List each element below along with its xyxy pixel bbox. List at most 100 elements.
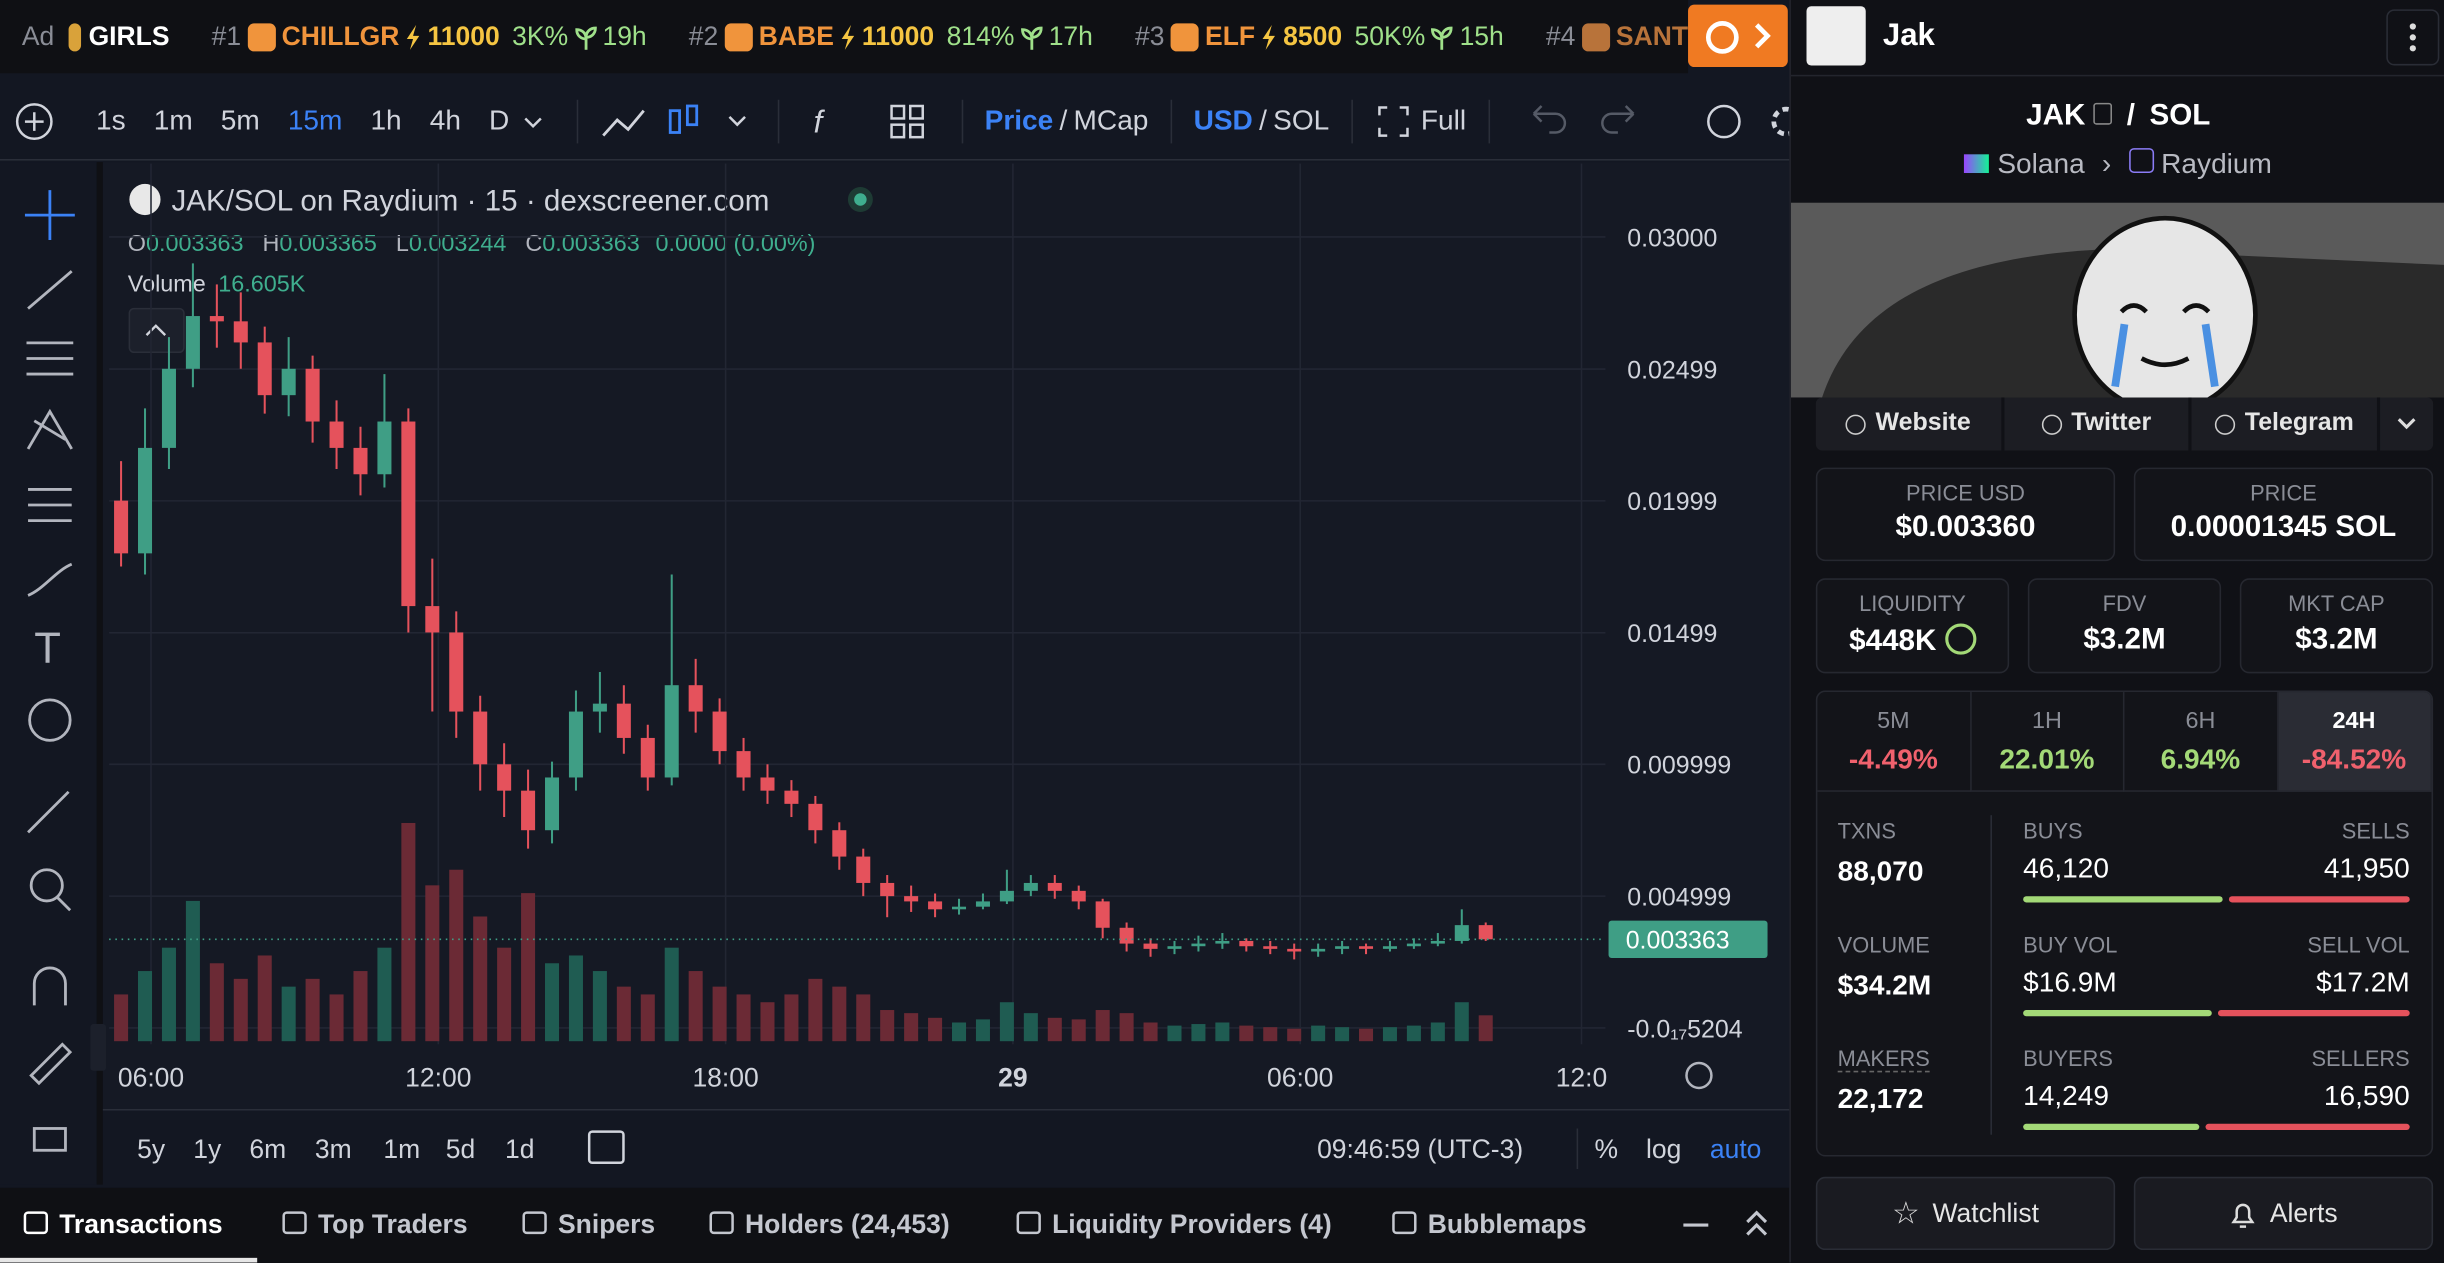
- watchlist-button[interactable]: ☆ Watchlist: [1815, 1176, 2116, 1251]
- x-tick-label: 18:00: [692, 1062, 758, 1092]
- rect: [889, 103, 905, 119]
- interval-button[interactable]: D: [489, 104, 510, 136]
- collapse-tools[interactable]: [90, 1024, 106, 1071]
- range-button[interactable]: 1y: [193, 1134, 222, 1164]
- chain[interactable]: Solana: [1997, 148, 2085, 180]
- price-toggle[interactable]: Price: [984, 104, 1054, 136]
- volume-bar: [1239, 1025, 1254, 1042]
- tab[interactable]: Top Traders: [318, 1209, 468, 1239]
- date-picker[interactable]: [587, 1130, 625, 1165]
- clock: 09:46:59 (UTC-3): [1317, 1134, 1523, 1164]
- x-tick-label: 06:00: [1267, 1062, 1333, 1092]
- period-label: 5M: [1877, 707, 1910, 735]
- link-label: Website: [1875, 409, 1971, 437]
- volume-bar: [473, 916, 488, 1042]
- indicator-icons[interactable]: f: [800, 97, 939, 144]
- period-tab[interactable]: 1H 22.01%: [1970, 692, 2125, 792]
- tab[interactable]: Snipers: [558, 1209, 655, 1239]
- stat-label: BUYERS: [2023, 1045, 2113, 1071]
- log-toggle[interactable]: log: [1646, 1134, 1681, 1164]
- stat-value: $16.9M: [2023, 966, 2117, 998]
- interval-button[interactable]: 1m: [153, 104, 193, 136]
- quote-token: SOL: [2149, 99, 2211, 133]
- star-icon: ☆: [1892, 1197, 1920, 1232]
- add-indicator[interactable]: [0, 97, 68, 144]
- volume-bar: [521, 893, 536, 1042]
- usd-toggle[interactable]: USD: [1193, 104, 1253, 136]
- period-tab[interactable]: 24H -84.52%: [2278, 692, 2432, 792]
- range-button[interactable]: 1d: [505, 1134, 534, 1164]
- mcap-toggle[interactable]: MCap: [1073, 104, 1149, 136]
- drawing-tools[interactable]: T: [24, 190, 75, 1152]
- panel-controls[interactable]: [1683, 1210, 1768, 1236]
- auto-toggle[interactable]: auto: [1710, 1134, 1762, 1164]
- path: [2111, 323, 2219, 388]
- ticker-item[interactable]: #4 SANT: [1546, 21, 1688, 52]
- link-icon: [2215, 413, 2236, 435]
- ad-name[interactable]: GIRLS: [88, 21, 170, 51]
- candle-body: [1239, 940, 1254, 947]
- interval-button[interactable]: 15m: [287, 104, 343, 136]
- stat-value: 14,249: [2023, 1080, 2109, 1112]
- range-button[interactable]: 6m: [249, 1134, 286, 1164]
- interval-dropdown[interactable]: [509, 105, 555, 136]
- ticker-item[interactable]: #1 CHILLGR 11000 3K% 19h: [212, 21, 647, 52]
- volume-bar: [185, 900, 200, 1042]
- chart-marks: 06:00 12:00 18:00 29 06:00 12:0 0.03000 0.02499…: [109, 163, 1768, 1092]
- legend-value: 0.003363: [146, 230, 244, 256]
- sol-toggle[interactable]: SOL: [1273, 104, 1330, 136]
- period-tab[interactable]: 6H 6.94%: [2124, 692, 2279, 792]
- period-tab[interactable]: 5M -4.49%: [1817, 692, 1971, 792]
- axis-settings[interactable]: [1685, 1061, 1713, 1090]
- menu-button[interactable]: [2386, 9, 2440, 66]
- interval-button[interactable]: 4h: [429, 104, 461, 136]
- range-button[interactable]: 5d: [446, 1134, 475, 1164]
- ticker-item[interactable]: #2 BABE 11000 814% 17h: [689, 21, 1093, 52]
- undo-redo-icons[interactable]: [1511, 97, 1790, 144]
- card-label: LIQUIDITY: [1859, 590, 1966, 616]
- stat-value: $17.2M: [2316, 966, 2410, 998]
- links-dropdown[interactable]: [2380, 397, 2433, 450]
- link-icon: [2041, 413, 2062, 435]
- candle-body: [114, 500, 129, 554]
- range-button[interactable]: 5y: [137, 1134, 166, 1164]
- tab[interactable]: Liquidity Providers (4): [1052, 1209, 1332, 1239]
- trending-button[interactable]: [1688, 4, 1788, 68]
- tab[interactable]: Transactions: [59, 1209, 222, 1239]
- rect: [686, 103, 699, 126]
- plot-background: [102, 162, 1790, 1110]
- tab-icon: [1016, 1211, 1041, 1235]
- dex[interactable]: Raydium: [2161, 148, 2272, 180]
- link-button[interactable]: Website: [1816, 397, 2004, 451]
- link-icon: [1845, 413, 1867, 435]
- interval-button[interactable]: 1s: [96, 104, 126, 136]
- candle-body: [377, 421, 392, 475]
- candle-body: [1406, 943, 1421, 947]
- collapse-legend[interactable]: [128, 307, 185, 354]
- chart-style-icons[interactable]: [601, 97, 755, 144]
- period-label: 24H: [2332, 707, 2376, 735]
- ticker-item[interactable]: #3 ELF 8500 50K% 15h: [1135, 21, 1504, 52]
- card-value: $3.2M: [2083, 623, 2166, 657]
- path: [27, 270, 73, 310]
- interval-button[interactable]: 1h: [370, 104, 402, 136]
- tab[interactable]: Holders (24,453): [745, 1209, 950, 1239]
- legend-label: H: [262, 230, 279, 256]
- copy-icon[interactable]: [2093, 102, 2113, 125]
- tool-divider: [96, 162, 103, 1185]
- period-label: 6H: [2185, 707, 2216, 735]
- link-button[interactable]: Twitter: [2004, 397, 2193, 451]
- range-button[interactable]: 1m: [383, 1134, 420, 1164]
- percent-toggle[interactable]: %: [1595, 1134, 1619, 1164]
- fullscreen-button[interactable]: Full: [1420, 104, 1467, 136]
- candle-body: [497, 764, 512, 791]
- button-label: Alerts: [2269, 1197, 2338, 1228]
- circle: [2409, 23, 2416, 30]
- interval-button[interactable]: 5m: [220, 104, 260, 136]
- boost-icon: [1262, 24, 1276, 50]
- range-button[interactable]: 3m: [315, 1134, 352, 1164]
- tab[interactable]: Bubblemaps: [1428, 1209, 1587, 1239]
- candle-body: [1071, 890, 1086, 902]
- alerts-button[interactable]: Alerts: [2133, 1176, 2434, 1251]
- link-button[interactable]: Telegram: [2192, 397, 2381, 451]
